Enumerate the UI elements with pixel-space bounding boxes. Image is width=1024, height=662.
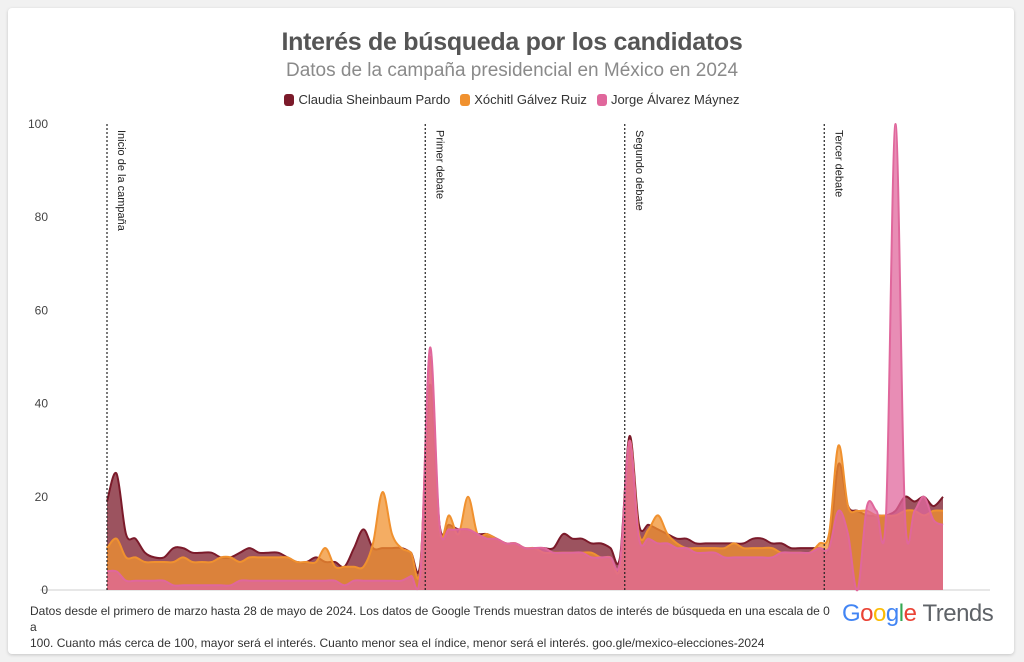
logo-letter-l: l bbox=[898, 600, 904, 627]
footer-line-2: 100. Cuanto más cerca de 100, mayor será… bbox=[30, 636, 765, 650]
logo-letter-g: G bbox=[842, 600, 861, 627]
event-markers: Inicio de la campaña Primer debate Segundo… bbox=[106, 124, 844, 590]
legend-label-galvez: Xóchitl Gálvez Ruiz bbox=[474, 92, 587, 107]
logo-letter-o1: o bbox=[860, 600, 874, 627]
logo-letter-o2: o bbox=[873, 600, 886, 627]
y-tick-label: 0 bbox=[41, 583, 48, 597]
series-area-maynez bbox=[107, 124, 943, 591]
chart-title: Interés de búsqueda por los candidatos bbox=[281, 28, 743, 56]
y-tick-label: 80 bbox=[35, 210, 49, 224]
y-tick-label: 100 bbox=[28, 117, 48, 131]
y-tick-label: 20 bbox=[35, 490, 49, 504]
legend-swatch-maynez bbox=[596, 93, 607, 106]
footer-note: Datos desde el primero de marzo hasta 28… bbox=[30, 603, 830, 651]
legend-swatch-galvez bbox=[460, 93, 471, 106]
legend-label-sheinbaum: Claudia Sheinbaum Pardo bbox=[298, 92, 451, 107]
legend-item-galvez[interactable]: Xóchitl Gálvez Ruiz bbox=[460, 92, 587, 107]
google-trends-logo: Google Trends bbox=[842, 600, 994, 628]
y-tick-label: 40 bbox=[35, 397, 49, 411]
logo-letter-g2: g bbox=[885, 600, 899, 627]
chart-subtitle: Datos de la campaña presidencial en Méxi… bbox=[285, 60, 739, 81]
event-label-3: Tercer debate bbox=[832, 130, 844, 197]
series-line-galvez bbox=[106, 355, 944, 580]
event-label-2: Segundo debate bbox=[633, 130, 645, 211]
legend-swatch-sheinbaum bbox=[284, 93, 295, 106]
y-tick-label: 60 bbox=[35, 303, 49, 317]
series-area-galvez bbox=[107, 356, 943, 590]
legend-item-maynez[interactable]: Jorge Álvarez Máynez bbox=[596, 92, 740, 107]
event-label-0: Inicio de la campaña bbox=[115, 130, 127, 232]
logo-letter-e: e bbox=[903, 600, 917, 627]
legend-item-sheinbaum[interactable]: Claudia Sheinbaum Pardo bbox=[284, 92, 450, 107]
series-areas bbox=[106, 122, 944, 592]
logo-word-trends: Trends bbox=[922, 600, 994, 627]
footer-line-1: Datos desde el primero de marzo hasta 28… bbox=[30, 604, 830, 634]
series-line-maynez bbox=[106, 122, 944, 592]
event-label-1: Primer debate bbox=[433, 130, 445, 199]
legend: Claudia Sheinbaum Pardo Xóchitl Gálvez R… bbox=[0, 92, 1024, 107]
legend-label-maynez: Jorge Álvarez Máynez bbox=[610, 92, 740, 107]
